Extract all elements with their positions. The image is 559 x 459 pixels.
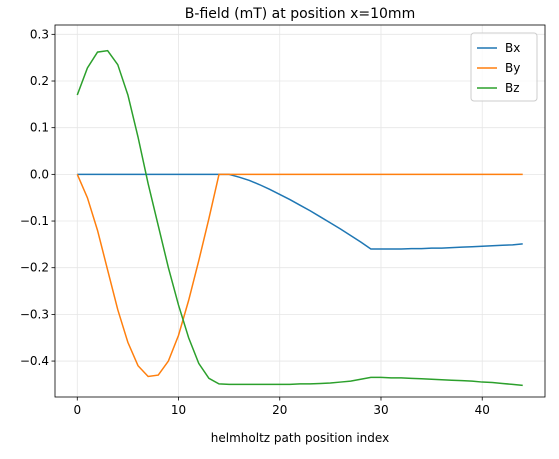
x-tick-label: 0: [73, 403, 81, 417]
legend-label: Bz: [505, 81, 520, 95]
y-tick-label: 0.2: [30, 74, 49, 88]
x-tick-label: 30: [373, 403, 388, 417]
legend-box: [470, 32, 538, 102]
x-tick-label: 10: [171, 403, 186, 417]
chart-title: B-field (mT) at position x=10mm: [185, 6, 415, 22]
data-line: [76, 173, 523, 378]
y-tick-label: 0.1: [30, 121, 49, 135]
y-tick-label: −0.1: [20, 214, 49, 228]
x-tick-label: 20: [272, 403, 287, 417]
y-tick-label: −0.4: [20, 354, 49, 368]
y-tick-label: 0.0: [30, 167, 49, 181]
legend-label: Bx: [505, 41, 520, 55]
y-tick-label: 0.3: [30, 27, 49, 41]
data-line: [76, 49, 523, 387]
plot-frame: [54, 24, 546, 398]
legend-label: By: [505, 61, 520, 75]
y-tick-label: −0.3: [20, 307, 49, 321]
x-tick-label: 40: [475, 403, 490, 417]
data-line: [77, 173, 523, 250]
y-tick-label: −0.2: [20, 261, 49, 275]
x-axis-label: helmholtz path position index: [211, 431, 389, 445]
legend: Bx By Bz: [470, 32, 538, 102]
